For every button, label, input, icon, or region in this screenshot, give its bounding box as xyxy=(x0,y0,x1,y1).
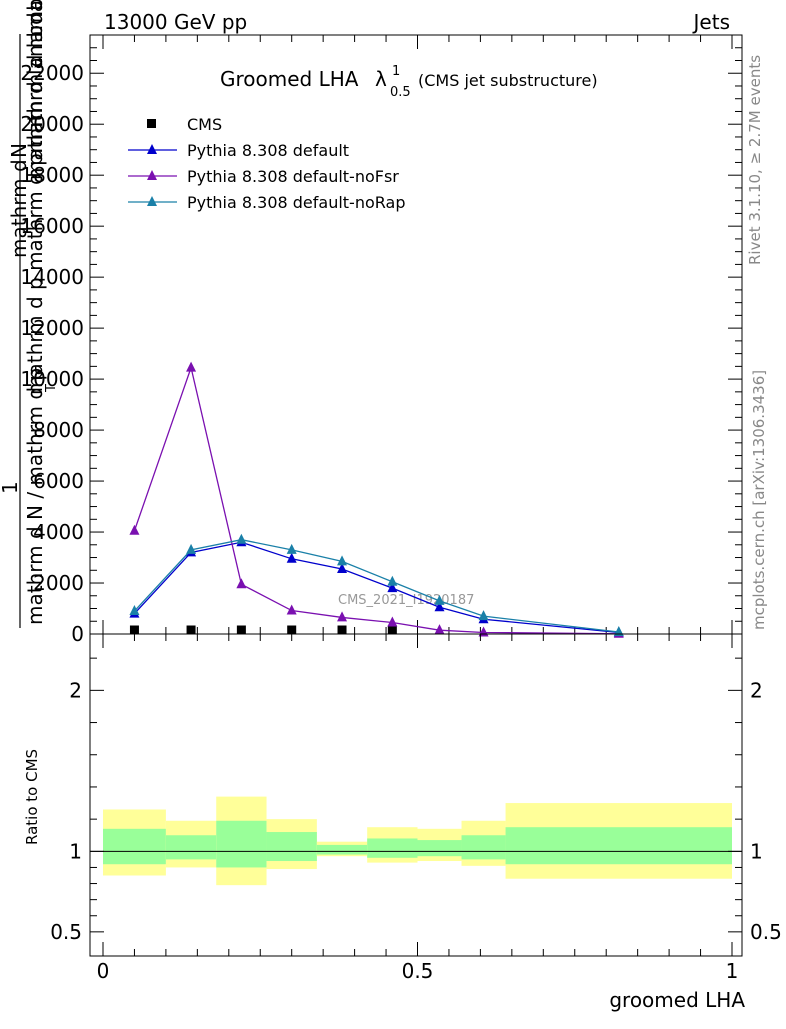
point-pythia-8-308-default-norap xyxy=(186,543,197,554)
legend-marker-nofsr xyxy=(147,170,157,180)
point-pythia-8-308-default xyxy=(286,552,297,563)
main-series xyxy=(129,361,624,638)
legend-label-norap: Pythia 8.308 default-noRap xyxy=(187,193,405,212)
legend-marker-norap xyxy=(147,196,157,206)
main-ytick-label: 8000 xyxy=(33,418,84,442)
point-pythia-8-308-default xyxy=(434,601,445,612)
point-pythia-8-308-default-nofsr xyxy=(387,616,398,627)
ylabel-numerator: mathrm d xyxy=(7,159,31,258)
plot-title: Groomed LHA λ 1 0.5 (CMS jet substructur… xyxy=(220,64,598,100)
point-pythia-8-308-default-norap xyxy=(434,594,445,605)
point-pythia-8-308-default-nofsr xyxy=(129,524,140,535)
main-ytick-label: 12000 xyxy=(20,316,84,340)
point-pythia-8-308-default-nofsr xyxy=(236,578,247,589)
point-cms xyxy=(337,625,347,635)
category-label: Jets xyxy=(692,10,730,34)
main-ytick-label: 0 xyxy=(71,622,84,646)
main-ytick-label: 4000 xyxy=(33,520,84,544)
ylabel-denominator-lambda: mathrm d lambda xyxy=(23,0,47,180)
point-pythia-8-308-default xyxy=(387,582,398,593)
ratio-band-inner xyxy=(165,835,217,860)
legend-label-cms: CMS xyxy=(187,115,222,134)
ylabel-denominator: mathrm d p mathrm d pmathrm d lambda xyxy=(23,0,47,395)
ratio-ytick-label: 2 xyxy=(69,678,82,702)
mcplots-label: mcplots.cern.ch [arXiv:1306.3436] xyxy=(750,370,768,630)
point-pythia-8-308-default-nofsr xyxy=(186,361,197,372)
main-ytick-label: 2000 xyxy=(33,571,84,595)
ratio-ytick-label-right: 1 xyxy=(750,839,763,863)
rivet-label: Rivet 3.1.10, ≥ 2.7M events xyxy=(746,55,764,265)
ratio-band-inner xyxy=(316,844,368,855)
ylabel-fraction-one: 1 xyxy=(0,481,22,494)
main-ytick-label: 22000 xyxy=(20,61,84,85)
ratio-band-inner xyxy=(266,832,317,862)
point-cms xyxy=(186,625,196,635)
point-pythia-8-308-default-nofsr xyxy=(434,624,445,635)
point-cms xyxy=(387,625,397,635)
line-pythia-8-308-default xyxy=(133,541,619,634)
legend-label-nofsr: Pythia 8.308 default-noFsr xyxy=(187,167,399,186)
energy-label: 13000 GeV pp xyxy=(104,10,247,34)
ratio-band-inner xyxy=(505,827,732,865)
main-ytick-label: 10000 xyxy=(20,367,84,391)
ratio-plot-frame xyxy=(89,633,743,957)
main-ytick-label: 20000 xyxy=(20,112,84,136)
point-cms xyxy=(129,625,139,635)
ylabel-numerator-n: N xyxy=(7,143,31,158)
ratio-xtick-label: 1 xyxy=(726,959,739,983)
legend-marker-cms xyxy=(147,119,156,128)
point-pythia-8-308-default-norap xyxy=(337,555,348,566)
point-pythia-8-308-default-norap xyxy=(236,533,247,544)
main-y-axis: 0 2000 4000 6000 8000 10000 12000 14000 16000 180… xyxy=(20,34,742,646)
ratio-ytick-label: 1 xyxy=(69,839,82,863)
ratio-x-axis: 0 0.5 1 xyxy=(97,634,739,983)
ratio-ytick-label-right: 0.5 xyxy=(750,920,782,944)
plot-title-lambda: λ xyxy=(375,67,387,91)
ratio-band-inner xyxy=(461,835,506,860)
main-ylabel: mathrm d N 1 mathrm d p mathrm d pmathrm… xyxy=(0,0,59,628)
main-ytick-label: 18000 xyxy=(20,163,84,187)
legend-label-default: Pythia 8.308 default xyxy=(187,141,349,160)
point-pythia-8-308-default-norap xyxy=(286,543,297,554)
point-cms xyxy=(287,625,297,635)
point-cms xyxy=(236,625,246,635)
ratio-ylabel: Ratio to CMS xyxy=(23,749,41,845)
ratio-ytick-label-right: 2 xyxy=(750,678,763,702)
plot-title-main: Groomed LHA xyxy=(220,67,359,91)
main-ytick-label: 16000 xyxy=(20,214,84,238)
point-pythia-8-308-default-nofsr xyxy=(337,611,348,622)
ratio-band-inner xyxy=(103,828,166,865)
legend: CMS Pythia 8.308 default Pythia 8.308 de… xyxy=(128,115,405,212)
main-ytick-label: 6000 xyxy=(33,469,84,493)
plot-title-subscript: 0.5 xyxy=(390,85,411,100)
ratio-xlabel: groomed LHA xyxy=(609,988,745,1012)
line-pythia-8-308-default-norap xyxy=(133,539,619,633)
point-pythia-8-308-default xyxy=(337,563,348,574)
ratio-band-inner xyxy=(216,820,267,868)
ratio-ytick-label: 0.5 xyxy=(50,920,82,944)
point-pythia-8-308-default-norap xyxy=(129,605,140,616)
main-ytick-label: 14000 xyxy=(20,265,84,289)
point-pythia-8-308-default-nofsr xyxy=(286,604,297,615)
ratio-band-inner xyxy=(417,840,462,857)
ratio-xtick-label: 0.5 xyxy=(402,959,434,983)
ratio-y-axis: 0.5 0.5 1 1 2 2 xyxy=(50,657,782,944)
ylabel-bottom-sub: T xyxy=(44,384,59,393)
ylabel-bottom: mathrm d N / mathrm d p xyxy=(23,368,47,625)
ratio-band-inner xyxy=(367,838,418,858)
plot-title-superscript: 1 xyxy=(392,64,400,79)
legend-marker-default xyxy=(147,144,157,154)
plot-title-note: (CMS jet substructure) xyxy=(418,71,598,90)
point-pythia-8-308-default-norap xyxy=(613,625,624,636)
ratio-xtick-label: 0 xyxy=(97,959,110,983)
point-pythia-8-308-default-norap xyxy=(478,610,489,621)
point-pythia-8-308-default-norap xyxy=(387,575,398,586)
ratio-bands xyxy=(103,796,732,886)
